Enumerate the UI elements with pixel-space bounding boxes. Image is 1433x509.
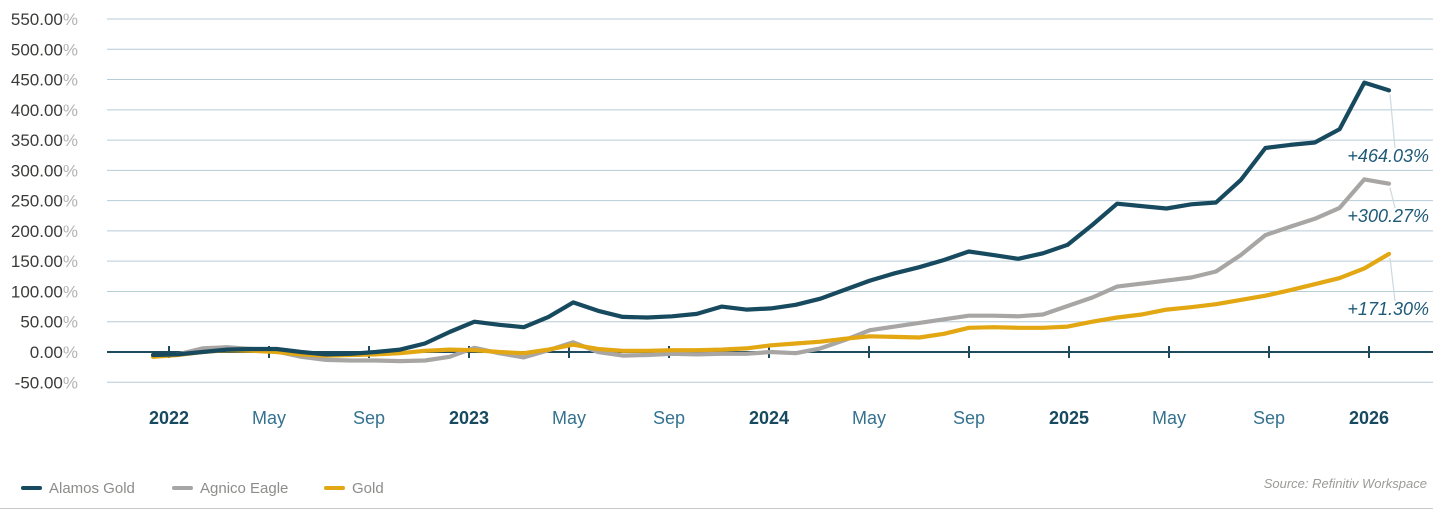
x-axis-tick-label: 2025 <box>1049 408 1089 428</box>
y-axis-tick-label: 50.00% <box>20 313 78 332</box>
x-axis-tick-label: May <box>552 408 586 428</box>
series-line-alamos-gold <box>150 80 1392 358</box>
x-axis-tick-label: Sep <box>1253 408 1285 428</box>
y-axis-tick-label: -50.00% <box>15 373 78 392</box>
annotation-leader-line <box>1389 94 1396 149</box>
y-axis-tick-label: 200.00% <box>11 222 78 241</box>
annotation-leader-line <box>1389 257 1396 302</box>
legend-label-alamos-gold: Alamos Gold <box>49 479 135 497</box>
y-axis-tick-label: 400.00% <box>11 101 78 120</box>
x-axis-tick-label: May <box>1152 408 1186 428</box>
x-axis-tick-label: 2023 <box>449 408 489 428</box>
end-value-annotation-alamos-gold: +464.03% <box>1347 146 1429 166</box>
annotation-leader-line <box>1389 187 1396 209</box>
x-axis-tick-label: 2022 <box>149 408 189 428</box>
x-axis-tick-label: Sep <box>653 408 685 428</box>
legend-label-agnico-eagle: Agnico Eagle <box>200 479 289 497</box>
x-axis-tick-label: 2024 <box>749 408 789 428</box>
y-axis-tick-label: 350.00% <box>11 131 78 150</box>
alamos-gold-line-swatch <box>21 486 42 490</box>
y-axis-tick-label: 500.00% <box>11 40 78 59</box>
gold-line-swatch <box>324 486 345 490</box>
x-axis-tick-label: 2026 <box>1349 408 1389 428</box>
y-axis-tick-label: 450.00% <box>11 71 78 90</box>
agnico-eagle-line-swatch <box>172 486 193 490</box>
y-axis-tick-label: 100.00% <box>11 282 78 301</box>
end-value-annotation-agnico-eagle: +300.27% <box>1347 206 1429 226</box>
end-value-annotation-gold: +171.30% <box>1347 299 1429 319</box>
legend-item-alamos-gold: Alamos Gold <box>21 479 135 497</box>
legend-label-gold: Gold <box>352 479 384 497</box>
series-line-gold <box>150 251 1392 359</box>
y-axis-tick-label: 0.00% <box>30 343 78 362</box>
y-axis-tick-label: 300.00% <box>11 161 78 180</box>
x-axis-tick-label: Sep <box>953 408 985 428</box>
x-axis-tick-label: May <box>252 408 286 428</box>
source-attribution: Source: Refinitiv Workspace <box>1263 476 1427 491</box>
x-axis-tick-label: Sep <box>353 408 385 428</box>
y-axis-tick-label: 150.00% <box>11 252 78 271</box>
series-line-agnico-eagle <box>150 177 1392 364</box>
y-axis-tick-label: 250.00% <box>11 192 78 211</box>
legend-item-gold: Gold <box>324 479 384 497</box>
x-axis-tick-label: May <box>852 408 886 428</box>
performance-chart: 550.00% 500.00% 450.00% 400.00% 350.00% 300.0… <box>11 10 1433 428</box>
legend-item-agnico-eagle: Agnico Eagle <box>172 479 289 497</box>
y-axis-tick-label: 550.00% <box>11 10 78 29</box>
